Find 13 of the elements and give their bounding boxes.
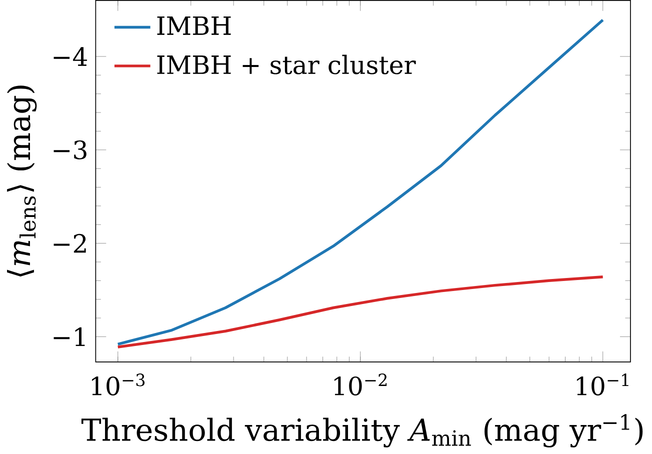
y-tick-label: −1 (54, 327, 85, 346)
x-tick-label: 10$^{−1}$ (576, 373, 628, 396)
legend-label: IMBH + star cluster (157, 54, 416, 74)
y-tick-label: −4 (54, 46, 87, 66)
x-axis-title: Threshold variability A$_{min}$ (mag yr$^{−1}$) (81, 414, 643, 448)
y-tick-label: −3 (54, 140, 86, 160)
x-tick-label: 10$^{−3}$ (92, 373, 145, 396)
line-series (116, 18, 604, 346)
y-tick-label: −2 (54, 234, 86, 252)
y-axis-title: ⟨m$_{lens}$⟩ (mag) (7, 85, 37, 276)
legend-label: IMBH (157, 16, 231, 35)
x-tick-label: 10$^{−2}$ (334, 373, 387, 396)
line-series (116, 275, 604, 348)
